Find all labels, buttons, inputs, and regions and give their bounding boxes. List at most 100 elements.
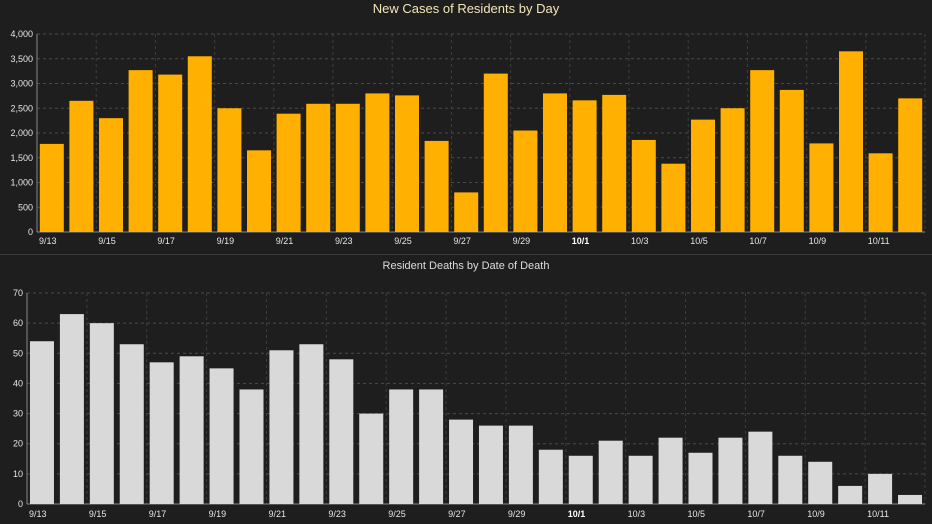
bar-10-5[interactable] xyxy=(688,452,713,504)
bar-10-1[interactable] xyxy=(568,455,593,504)
y-tick-label: 1,500 xyxy=(10,153,33,163)
bar-9-23[interactable] xyxy=(329,359,354,504)
x-tick-label: 9/23 xyxy=(335,236,353,246)
bar-9-19[interactable] xyxy=(209,368,234,504)
x-tick-label: 9/29 xyxy=(508,509,526,519)
bar-9-26[interactable] xyxy=(424,140,449,232)
bar-9-24[interactable] xyxy=(365,93,390,233)
bar-9-25[interactable] xyxy=(389,389,414,504)
x-tick-label: 9/25 xyxy=(394,236,412,246)
bar-9-29[interactable] xyxy=(508,425,533,504)
bar-10-6[interactable] xyxy=(720,108,745,232)
y-tick-label: 70 xyxy=(13,288,23,298)
bar-9-20[interactable] xyxy=(239,389,264,504)
bar-10-7[interactable] xyxy=(750,70,775,232)
bar-9-13[interactable] xyxy=(29,341,54,504)
bar-9-15[interactable] xyxy=(99,118,123,232)
bar-9-23[interactable] xyxy=(335,103,360,232)
bar-10-7[interactable] xyxy=(748,431,773,504)
bar-9-16[interactable] xyxy=(119,344,144,504)
x-tick-label: 9/17 xyxy=(157,236,175,246)
y-tick-label: 0 xyxy=(18,499,23,509)
new-cases-bar-chart: 0 500 1,000 1,500 2,000 2,500 3,000 3,500 4,000 9… xyxy=(10,29,926,246)
bar-9-22[interactable] xyxy=(299,344,324,504)
bar-9-27[interactable] xyxy=(454,192,479,232)
y-tick-label: 50 xyxy=(13,348,23,358)
bar-10-9[interactable] xyxy=(808,461,833,504)
bar-9-17[interactable] xyxy=(149,362,174,504)
x-tick-label: 9/13 xyxy=(39,236,57,246)
bar-9-14[interactable] xyxy=(69,100,94,232)
bar-10-12[interactable] xyxy=(898,494,923,504)
y-tick-label: 2,000 xyxy=(10,128,33,138)
bar-9-17[interactable] xyxy=(158,74,183,232)
bar-9-30[interactable] xyxy=(538,449,563,504)
x-tick-label: 10/7 xyxy=(747,509,765,519)
bar-10-10[interactable] xyxy=(839,51,863,233)
x-tick-label: 9/15 xyxy=(98,236,116,246)
y-tick-label: 3,500 xyxy=(10,54,33,64)
bar-10-1[interactable] xyxy=(572,100,597,232)
bar-9-19[interactable] xyxy=(217,108,242,232)
y-tick-label: 3,000 xyxy=(10,79,33,89)
x-tick-label: 10/1 xyxy=(572,236,590,246)
chart-title-new-cases: New Cases of Residents by Day xyxy=(372,1,560,16)
y-tick-label: 30 xyxy=(13,409,23,419)
x-tick-label: 10/11 xyxy=(868,236,890,246)
bar-10-11[interactable] xyxy=(868,153,893,232)
bar-10-10[interactable] xyxy=(838,485,863,504)
x-tick-label: 9/27 xyxy=(448,509,466,519)
bar-9-16[interactable] xyxy=(128,70,153,232)
y-tick-label: 60 xyxy=(13,318,23,328)
bar-10-4[interactable] xyxy=(661,163,686,232)
x-tick-label: 10/11 xyxy=(867,509,889,519)
bar-9-14[interactable] xyxy=(59,314,84,504)
y-tick-label: 20 xyxy=(13,439,23,449)
bar-9-18[interactable] xyxy=(179,356,204,504)
bar-10-5[interactable] xyxy=(691,119,715,232)
bar-9-25[interactable] xyxy=(395,95,419,232)
x-tick-label: 9/13 xyxy=(29,509,47,519)
y-tick-label: 4,000 xyxy=(10,29,33,39)
bar-9-13[interactable] xyxy=(39,143,64,232)
bar-10-9[interactable] xyxy=(809,143,834,232)
bar-9-21[interactable] xyxy=(269,350,294,504)
bar-9-28[interactable] xyxy=(478,425,503,504)
chart-divider xyxy=(0,254,932,255)
bar-9-29[interactable] xyxy=(513,130,538,232)
y-tick-label: 10 xyxy=(13,469,23,479)
bar-10-2[interactable] xyxy=(598,440,623,504)
x-tick-label: 9/23 xyxy=(328,509,346,519)
x-tick-label: 9/19 xyxy=(209,509,227,519)
bar-10-8[interactable] xyxy=(778,455,803,504)
bar-9-24[interactable] xyxy=(359,413,384,504)
x-tick-label: 10/9 xyxy=(807,509,825,519)
chart-title-deaths: Resident Deaths by Date of Death xyxy=(382,260,550,272)
bar-9-18[interactable] xyxy=(187,56,212,233)
x-tick-label: 10/5 xyxy=(688,509,706,519)
bar-9-28[interactable] xyxy=(483,73,508,232)
bar-10-12[interactable] xyxy=(898,98,923,232)
x-tick-label: 9/17 xyxy=(149,509,167,519)
bar-10-3[interactable] xyxy=(628,455,653,504)
bar-10-11[interactable] xyxy=(868,473,893,504)
bar-10-3[interactable] xyxy=(631,139,656,232)
bar-10-6[interactable] xyxy=(718,437,743,504)
bar-9-26[interactable] xyxy=(419,389,444,504)
x-tick-label: 9/27 xyxy=(453,236,471,246)
bar-9-15[interactable] xyxy=(89,323,114,504)
y-tick-label: 500 xyxy=(18,202,33,212)
x-tick-label: 10/5 xyxy=(690,236,708,246)
bar-9-21[interactable] xyxy=(276,113,301,232)
y-tick-label: 0 xyxy=(28,227,33,237)
y-tick-label: 1,000 xyxy=(10,178,33,188)
bar-10-2[interactable] xyxy=(602,94,627,232)
bar-9-22[interactable] xyxy=(306,103,331,232)
bar-10-8[interactable] xyxy=(779,89,804,232)
bar-10-4[interactable] xyxy=(658,437,683,504)
x-tick-label: 9/15 xyxy=(89,509,107,519)
bar-9-20[interactable] xyxy=(247,150,271,232)
bar-9-27[interactable] xyxy=(449,419,474,504)
bar-9-30[interactable] xyxy=(543,93,567,233)
